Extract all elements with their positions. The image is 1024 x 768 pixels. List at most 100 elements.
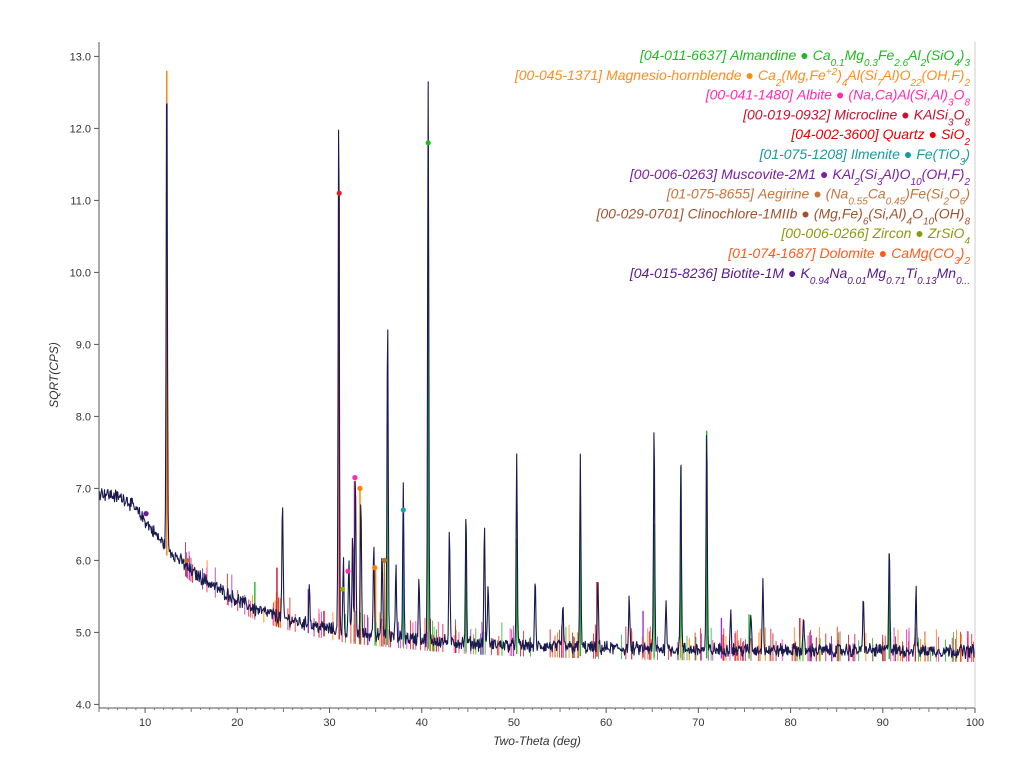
legend-entry: [00-029-0701] Clinochlore-1MIIb ● (Mg,Fe)6(…: [595, 205, 970, 227]
legend-formula-part: 2: [920, 58, 927, 69]
phase-marker: [381, 557, 387, 564]
phase-marker: [184, 557, 190, 564]
legend-dot: ●: [800, 47, 808, 63]
legend-formula-part: 0.71: [886, 275, 905, 286]
legend-formula-part: Al(Si: [846, 67, 877, 83]
y-tick-label: 9.0: [76, 339, 91, 351]
legend-formula-part: (OH): [934, 205, 964, 221]
y-ticks: 4.0 5.0 6.0 7.0 8.0 9.0 10.0 11.0 12.0 13.0: [70, 51, 99, 711]
legend-formula-part: 3: [877, 176, 883, 187]
legend-entry: [04-011-6637] Almandine ● Ca0.1Mg0.3Fe2.6Al…: [639, 47, 970, 69]
legend-formula-part: +2: [826, 66, 838, 77]
legend-formula-part: 4: [964, 236, 970, 247]
legend-name: Magnesio-hornblende: [606, 67, 742, 83]
legend-formula-part: 0.3: [864, 58, 878, 69]
legend-formula-part: KAlSi: [914, 106, 949, 122]
phase-marker: [357, 485, 363, 491]
legend-formula-part: Mg: [867, 265, 887, 281]
legend-formula-part: 6: [863, 216, 869, 227]
legend-formula-part: 4: [907, 216, 913, 227]
y-tick-label: 5.0: [76, 627, 91, 639]
legend-formula-part: Fe(TiO: [916, 146, 960, 162]
legend-formula-part: 2: [963, 256, 970, 267]
scan-layer: [98, 81, 976, 660]
marker-layer: [143, 140, 431, 592]
legend-formula-part: 6: [960, 196, 966, 207]
legend-formula-part: (Mg,Fe): [814, 205, 863, 221]
legend-code: [00-041-1480]: [705, 87, 794, 103]
legend-formula-part: 22: [910, 77, 923, 88]
axes: [98, 42, 976, 709]
legend-formula-part: 2.6: [893, 58, 908, 69]
legend-name: Microcline: [834, 106, 897, 122]
legend-formula-part: 0.1: [831, 58, 845, 69]
phase-marker: [400, 507, 406, 513]
legend-formula-part: 0...: [956, 275, 970, 286]
legend-formula-part: )Fe(Si: [903, 186, 944, 202]
legend-formula-part: 10: [923, 216, 935, 227]
x-axis-title: Two-Theta (deg): [493, 734, 581, 748]
legend-dot: ●: [836, 87, 844, 103]
legend-formula-part: O: [949, 186, 960, 202]
x-tick-label: 90: [877, 717, 889, 729]
y-tick-label: 8.0: [76, 411, 91, 423]
legend-code: [00-019-0932]: [742, 106, 831, 122]
x-tick-label: 40: [416, 717, 428, 729]
legend-formula-part: O: [954, 87, 965, 103]
legend-dot: ●: [904, 146, 912, 162]
x-tick-label: 30: [323, 717, 335, 729]
phase-marker: [425, 140, 431, 146]
phase-marker: [372, 565, 378, 571]
legend-name: Muscovite-2M1: [721, 166, 816, 182]
legend-entry: [00-006-0263] Muscovite-2M1 ● KAl2(Si3Al)O1…: [629, 166, 971, 188]
legend-code: [00-006-0263]: [629, 166, 718, 182]
legend-formula-part: Ca: [758, 67, 776, 83]
legend-formula-part: (Si,Al): [868, 205, 906, 221]
legend-formula-part: Mn: [937, 265, 957, 281]
legend-formula-part: O: [912, 205, 923, 221]
legend-code: [04-011-6637]: [639, 47, 727, 63]
legend-formula-part: Mg: [845, 47, 865, 63]
x-tick-label: 60: [600, 717, 612, 729]
legend-formula-part: 0.01: [847, 275, 866, 286]
legend-formula-part: Na: [829, 265, 847, 281]
legend-entry: [01-074-1687] Dolomite ● CaMg(CO3)2: [727, 245, 970, 267]
legend-formula-part: 0.55: [848, 196, 868, 207]
legend-formula-part: 3: [948, 117, 954, 128]
legend-code: [01-075-8655]: [666, 186, 755, 202]
legend-dot: ●: [801, 205, 809, 221]
legend-entry: [00-041-1480] Albite ● (Na,Ca)Al(Si,Al)3O8: [705, 87, 971, 109]
y-tick-label: 13.0: [70, 51, 91, 63]
legend-formula-part: ): [958, 47, 965, 63]
legend-formula-part: Al)O: [882, 166, 911, 182]
legend-code: [00-029-0701]: [595, 205, 684, 221]
legend-formula-part: 3: [964, 58, 970, 69]
x-tick-label: 20: [231, 717, 243, 729]
legend-formula-part: 8: [964, 216, 970, 227]
legend-formula-part: (OH,F): [922, 166, 965, 182]
legend-formula-part: (Si: [860, 166, 878, 182]
phase-marker: [345, 568, 351, 574]
legend-dot: ●: [915, 225, 923, 241]
legend-formula-part: O: [954, 106, 965, 122]
legend-formula-part: (Na,Ca)Al(Si,Al): [848, 87, 948, 103]
legend-entry: [04-002-3600] Quartz ● SiO2: [790, 126, 970, 148]
legend-formula-part: 3: [960, 157, 966, 168]
scan-series: [98, 81, 976, 660]
legend-dot: ●: [901, 106, 909, 122]
legend-name: Biotite-1M: [721, 265, 784, 281]
legend-name: Aegirine: [757, 186, 810, 202]
legend-dot: ●: [879, 245, 887, 261]
legend-formula-part: 10: [911, 176, 923, 187]
legend-name: Clinochlore-1MIIb: [688, 205, 798, 221]
legend-formula-part: 0.45: [886, 196, 906, 207]
y-axis-title: SQRT(CPS): [47, 342, 61, 408]
legend-formula-part: 0.94: [810, 275, 830, 286]
legend-formula-part: 2: [963, 137, 970, 148]
legend-formula-part: Al)O: [882, 67, 911, 83]
legend-code: [00-045-1371]: [514, 67, 603, 83]
legend-formula-part: 8: [964, 117, 970, 128]
legend-formula-part: 2: [963, 77, 970, 88]
legend-formula-part: Ca: [868, 186, 886, 202]
